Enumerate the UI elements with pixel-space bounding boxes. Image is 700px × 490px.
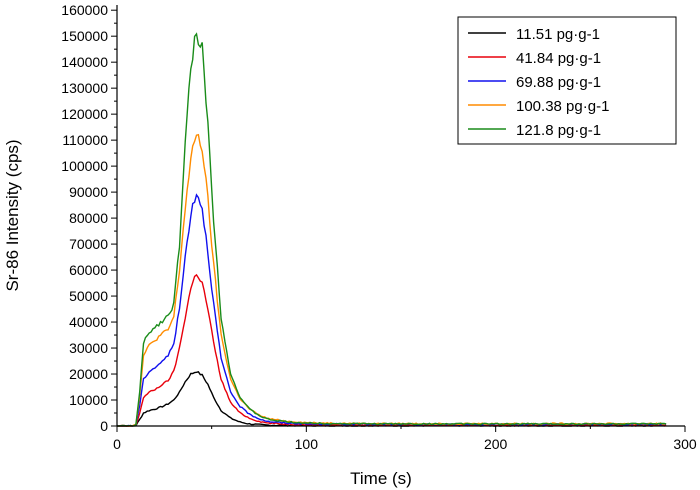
y-tick-label: 70000 xyxy=(69,236,108,252)
series-line-3 xyxy=(116,193,667,427)
y-tick-label: 60000 xyxy=(69,262,108,278)
x-tick-label: 200 xyxy=(484,436,508,452)
y-tick-label: 0 xyxy=(100,418,108,434)
y-axis-title: Sr-86 Intensity (cps) xyxy=(3,139,22,291)
y-tick-label: 100000 xyxy=(61,158,108,174)
series-line-1 xyxy=(116,370,667,427)
axes: 0 10000 20000 30000 40000 50000 60000 70000 8000… xyxy=(3,2,697,488)
y-tick-label: 150000 xyxy=(61,28,108,44)
x-tick-label: 0 xyxy=(113,436,121,452)
y-tick-label: 10000 xyxy=(69,392,108,408)
y-tick-label: 30000 xyxy=(69,340,108,356)
y-tick-label: 90000 xyxy=(69,184,108,200)
y-tick-label: 140000 xyxy=(61,54,108,70)
y-tick-label: 50000 xyxy=(69,288,108,304)
x-tick-label: 100 xyxy=(295,436,319,452)
legend-label: 121.8 pg·g-1 xyxy=(516,122,601,139)
legend-label: 100.38 pg·g-1 xyxy=(516,98,609,115)
legend: 11.51 pg·g-1 41.84 pg·g-1 69.88 pg·g-1 100.… xyxy=(457,16,677,145)
x-axis-title: Time (s) xyxy=(350,469,412,488)
x-tick-label: 300 xyxy=(673,436,697,452)
y-tick-label: 160000 xyxy=(61,2,108,18)
series-line-2 xyxy=(116,273,667,427)
y-tick-label: 20000 xyxy=(69,366,108,382)
legend-label: 41.84 pg·g-1 xyxy=(516,50,601,67)
y-tick-label: 40000 xyxy=(69,314,108,330)
y-tick-label: 80000 xyxy=(69,210,108,226)
series-line-5 xyxy=(117,32,667,427)
legend-label: 69.88 pg·g-1 xyxy=(516,74,601,91)
y-tick-label: 120000 xyxy=(61,106,108,122)
y-tick-label: 110000 xyxy=(62,132,108,148)
series-layer xyxy=(116,32,667,427)
legend-label: 11.51 pg·g-1 xyxy=(516,26,600,43)
y-tick-label: 130000 xyxy=(61,80,108,96)
